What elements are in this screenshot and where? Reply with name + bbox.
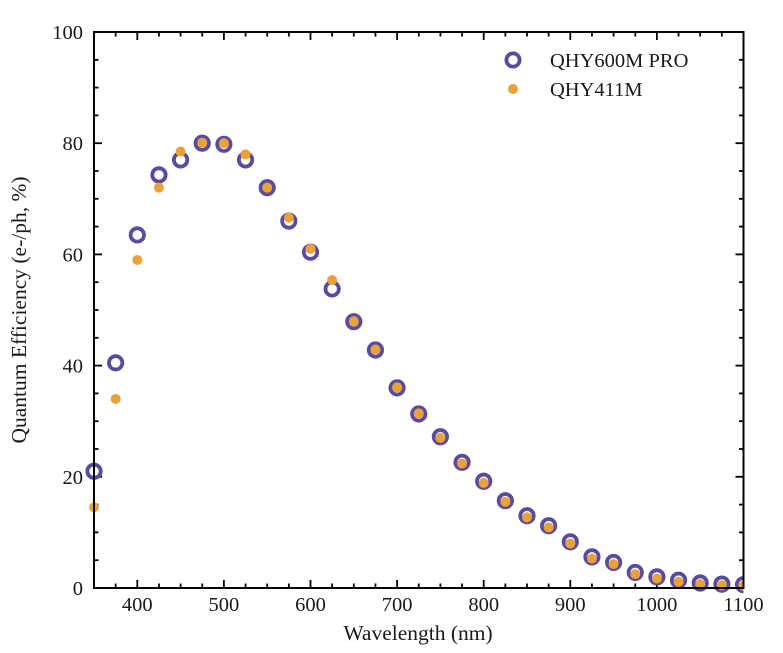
data-point-qhy600m-pro (713, 575, 731, 593)
data-point-qhy600m-pro (604, 553, 623, 572)
data-point-qhy411m (413, 408, 424, 419)
data-point-qhy600m-pro (669, 571, 688, 589)
data-point-qhy411m (500, 496, 511, 507)
data-point-qhy600m-pro (215, 135, 233, 153)
data-point-qhy411m (435, 432, 446, 443)
x-tick-label: 1100 (723, 594, 763, 616)
legend-label-qhy600m-pro: QHY600M PRO (550, 50, 688, 72)
x-tick-label: 600 (295, 594, 326, 616)
data-point-qhy411m (218, 138, 229, 149)
data-point-qhy600m-pro (366, 341, 385, 359)
data-point-qhy411m (608, 559, 619, 570)
data-point-qhy600m-pro (540, 517, 558, 535)
x-axis-label: Wavelength (nm) (343, 621, 492, 645)
data-point-qhy600m-pro (388, 379, 406, 397)
data-point-qhy600m-pro (107, 354, 125, 372)
data-point-qhy411m (565, 538, 576, 549)
data-point-qhy411m (283, 212, 294, 223)
data-point-qhy600m-pro (410, 405, 428, 423)
y-tick-label: 100 (52, 22, 83, 44)
data-point-qhy411m (457, 458, 468, 469)
data-points (85, 134, 744, 594)
data-point-qhy600m-pro (561, 533, 579, 551)
x-tick-label: 900 (555, 594, 586, 616)
data-point-qhy411m (240, 149, 251, 160)
data-point-qhy600m-pro (691, 574, 709, 592)
data-point-qhy411m (305, 243, 316, 254)
y-axis-label: Quantum Efficiency (e-/ph, %) (7, 176, 31, 443)
data-point-qhy411m (630, 569, 641, 580)
x-tick-label: 400 (122, 594, 153, 616)
y-tick-label: 60 (63, 244, 84, 266)
y-tick-label: 80 (63, 133, 84, 155)
data-point-qhy411m (262, 182, 273, 193)
axis-ticks: 400 500 600 700 800 900 1000 1100 0 20 40 60 80 100 (52, 22, 763, 616)
data-point-qhy411m (695, 579, 706, 590)
data-point-qhy411m (651, 573, 662, 584)
x-tick-label: 700 (382, 594, 413, 616)
data-point-qhy411m (348, 316, 359, 327)
data-point-qhy411m (370, 344, 381, 355)
x-tick-label: 1000 (636, 594, 677, 616)
data-point-qhy600m-pro (496, 492, 514, 510)
y-tick-label: 40 (63, 356, 84, 378)
data-point-qhy411m (110, 393, 121, 404)
plot-frame (93, 31, 745, 589)
data-point-qhy600m-pro (453, 453, 471, 471)
data-point-qhy600m-pro (626, 563, 644, 582)
data-point-qhy411m (673, 576, 684, 587)
legend-marker-open-circle (504, 51, 522, 69)
legend-label-qhy411m: QHY411M (550, 79, 643, 101)
data-point-qhy600m-pro (518, 507, 536, 525)
data-point-qhy600m-pro (193, 134, 211, 152)
data-point-qhy600m-pro (475, 472, 493, 490)
data-point-qhy600m-pro (128, 226, 146, 244)
data-point-qhy411m (478, 477, 489, 488)
data-point-qhy411m (132, 254, 143, 265)
data-point-qhy600m-pro (583, 548, 601, 566)
data-point-qhy411m (522, 512, 532, 523)
data-point-qhy411m (392, 382, 403, 393)
data-point-qhy411m (197, 137, 208, 148)
x-tick-label: 500 (209, 594, 240, 616)
data-point-qhy600m-pro (258, 179, 276, 197)
x-tick-label: 800 (468, 594, 499, 616)
data-point-qhy600m-pro (648, 568, 666, 586)
y-tick-label: 0 (73, 578, 83, 600)
data-point-qhy411m (175, 146, 186, 157)
data-point-qhy600m-pro (150, 166, 168, 184)
legend-marker-filled-dot (508, 84, 518, 94)
y-tick-label: 20 (63, 467, 84, 489)
legend: QHY600M PRO QHY411M (504, 50, 688, 101)
data-point-qhy600m-pro (345, 313, 363, 331)
data-point-qhy411m (153, 182, 164, 193)
data-point-qhy411m (327, 274, 338, 285)
data-point-qhy411m (586, 553, 597, 564)
data-point-qhy600m-pro (431, 428, 449, 446)
data-point-qhy411m (543, 522, 554, 533)
